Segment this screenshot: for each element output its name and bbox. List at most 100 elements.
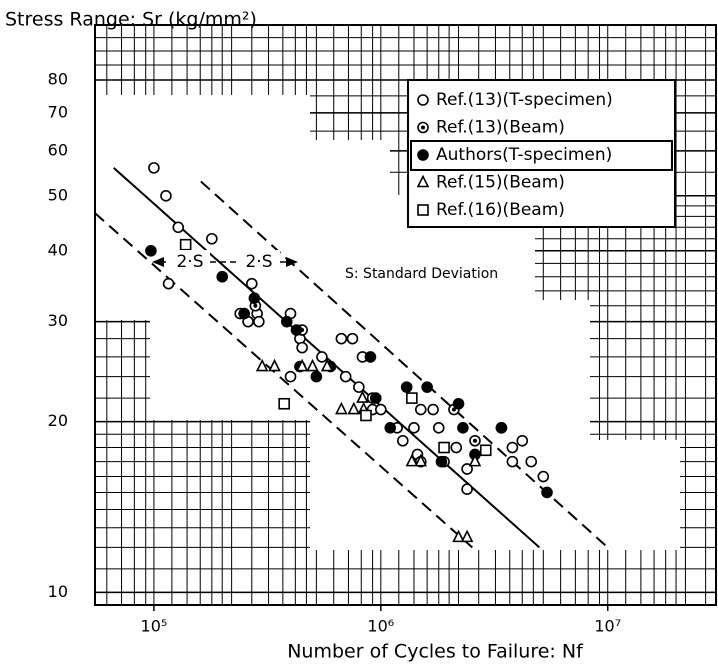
filled-circle-marker (452, 397, 465, 410)
triangle-marker (468, 453, 482, 467)
filled-circle-marker (216, 270, 229, 283)
open-circle-marker (339, 370, 352, 383)
triangle-marker (460, 529, 474, 543)
filled-circle-marker (145, 244, 157, 257)
annotation: 2·S (245, 252, 272, 272)
open-circle-marker (397, 434, 409, 447)
y-tick-label: 50 (48, 185, 68, 204)
triangle-marker (414, 453, 428, 467)
y-tick-label: 70 (48, 102, 68, 121)
open-circle-marker (506, 455, 519, 468)
open-circle-marker (506, 441, 519, 454)
square-marker (179, 238, 192, 251)
open-circle-marker (375, 403, 387, 416)
marker-dot (421, 125, 425, 130)
filled-circle-marker (290, 324, 303, 336)
filled-circle-marker (384, 422, 397, 434)
square-marker (417, 204, 429, 216)
open-circle-marker (160, 189, 172, 202)
triangle-marker (335, 401, 348, 415)
marker-dot (253, 303, 258, 308)
square-marker (278, 397, 290, 410)
open-circle-marker (461, 483, 473, 495)
annotation: S: Standard Deviation (345, 266, 498, 282)
open-circle-marker (461, 463, 473, 475)
annotation: 2·S (176, 252, 203, 272)
filled-circle-marker (541, 486, 553, 499)
x-axis-label: Number of Cycles to Failure: Nf (287, 641, 584, 663)
square-marker (479, 444, 492, 457)
arrow-head (152, 257, 164, 267)
open-circle-marker (346, 332, 359, 345)
y-tick-label: 30 (48, 311, 68, 330)
filled-circle-marker (495, 422, 508, 434)
open-circle-marker (316, 351, 328, 363)
legend-label: Authors(T-specimen) (436, 145, 612, 165)
y-tick-label: 40 (48, 240, 68, 259)
y-tick-label: 80 (48, 69, 68, 88)
filled-circle-marker (421, 381, 433, 393)
open-circle-marker (408, 422, 420, 434)
open-circle-marker (206, 232, 218, 245)
triangle-marker (405, 453, 419, 467)
label-bg (238, 250, 280, 272)
x-tick-label: 10⁶ (367, 617, 394, 636)
triangle-marker (347, 401, 361, 415)
legend-label: Ref.(13)(Beam) (436, 118, 565, 138)
legend-label: Ref.(16)(Beam) (436, 200, 565, 220)
x-tick-label: 10⁵ (141, 617, 168, 636)
annotations: 2·S 2·S S: Standard Deviation (152, 250, 498, 282)
filled-circle-marker (280, 315, 293, 328)
triangle-marker (320, 358, 334, 372)
open-circle-marker (162, 277, 175, 290)
x-tick-label: 10⁷ (594, 617, 621, 636)
open-circle-marker (284, 370, 297, 383)
open-circle-marker (414, 403, 427, 416)
open-circle-marker (450, 441, 463, 454)
square-marker (406, 392, 418, 404)
open-circle-marker (353, 381, 365, 393)
triangle-marker (416, 174, 430, 188)
open-circle-marker (516, 434, 529, 447)
filled-circle-marker (417, 149, 429, 161)
square-marker (360, 409, 372, 422)
open-circle-marker (148, 162, 160, 174)
open-circle-marker (296, 341, 308, 354)
label-bg (170, 250, 210, 272)
plot-frame (94, 24, 717, 606)
filled-circle-marker (369, 392, 382, 404)
arrow-head (286, 257, 298, 267)
axis-title: Stress Range: Sr (kg/mm²) (5, 9, 257, 31)
legend: Ref.(13)(T-specimen) Ref.(13)(Beam) Author… (407, 79, 676, 228)
fit-line (200, 180, 609, 549)
filled-circle-marker (248, 292, 261, 304)
open-circle-marker (417, 94, 429, 106)
open-circle-marker (245, 277, 258, 290)
open-circle-marker (172, 221, 185, 234)
open-circle-marker (525, 455, 538, 468)
marker-dot (451, 407, 456, 412)
filled-circle-marker (435, 455, 448, 468)
triangle-marker (306, 358, 319, 372)
marker-dot (472, 438, 477, 443)
fit-line (95, 212, 473, 549)
y-tick-label: 20 (48, 411, 68, 430)
legend-box (407, 79, 676, 228)
legend-label: Ref.(13)(T-specimen) (436, 90, 613, 110)
triangle-marker (452, 529, 465, 543)
legend-label: Ref.(15)(Beam) (436, 173, 565, 193)
open-circle-marker (253, 315, 265, 328)
filled-circle-marker (310, 370, 323, 383)
filled-circle-marker (400, 381, 413, 393)
open-circle-marker (427, 403, 439, 416)
legend-highlight (410, 140, 673, 171)
triangle-marker (268, 358, 281, 372)
filled-circle-marker (364, 351, 377, 363)
filled-circle-marker (238, 307, 251, 320)
triangle-marker (356, 390, 369, 403)
marks (95, 162, 609, 549)
triangle-marker (295, 358, 309, 372)
y-tick-label: 10 (48, 582, 68, 601)
triangle-marker (255, 358, 269, 372)
